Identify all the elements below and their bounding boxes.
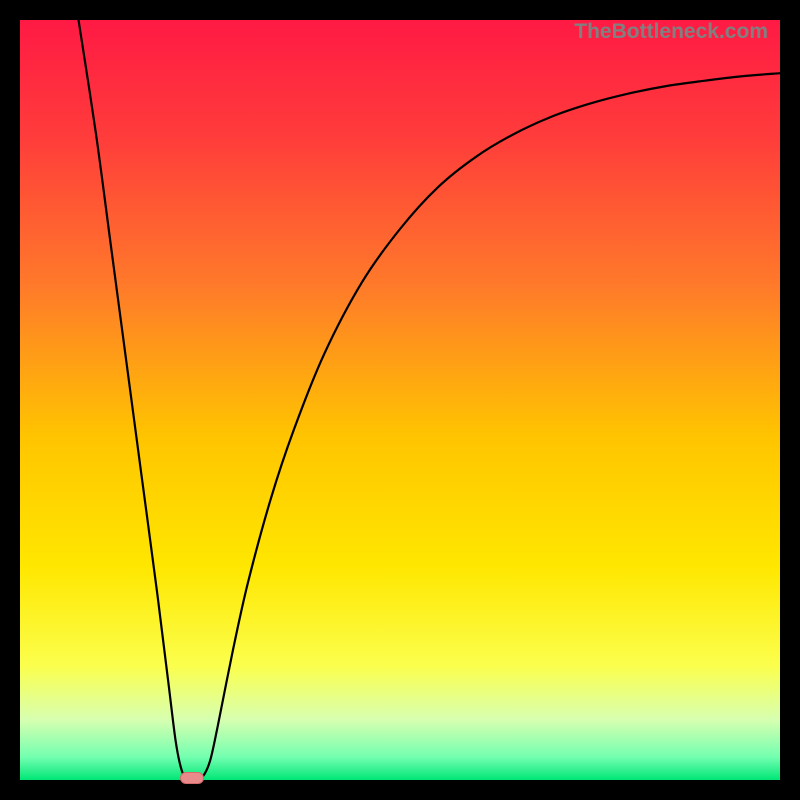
gradient-background xyxy=(20,20,780,780)
watermark-text: TheBottleneck.com xyxy=(574,20,768,44)
plot-area: TheBottleneck.com xyxy=(20,20,780,780)
optimum-marker xyxy=(180,772,204,784)
chart-container: TheBottleneck.com xyxy=(0,0,800,800)
